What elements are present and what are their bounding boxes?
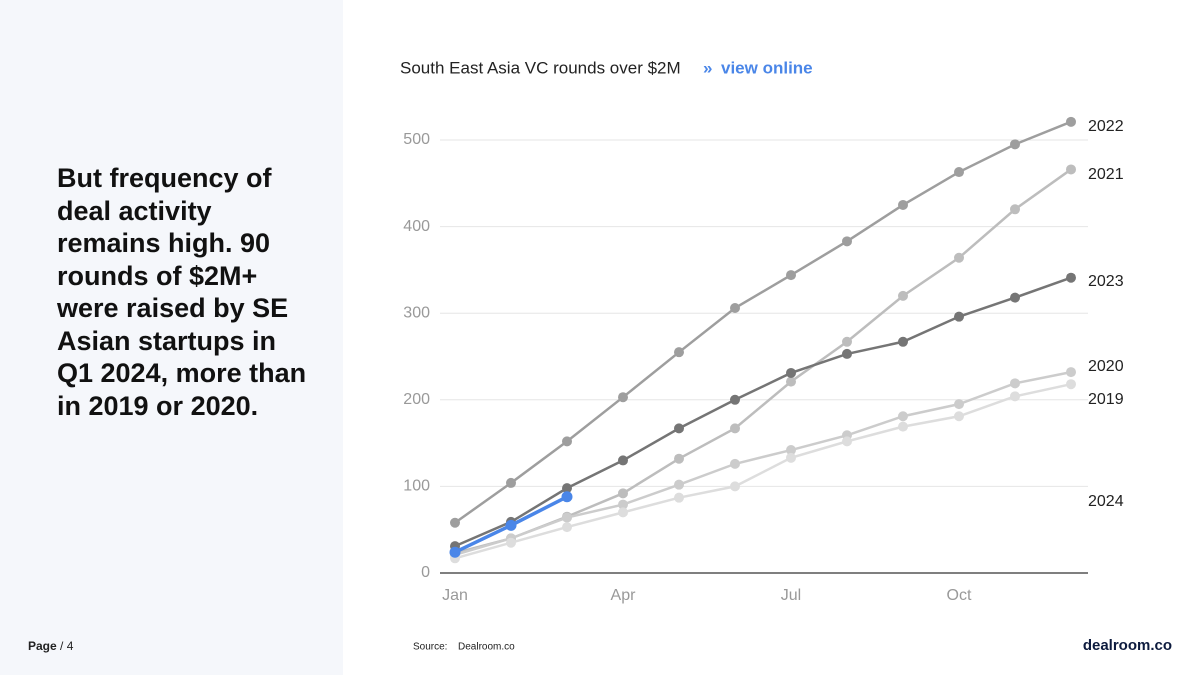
data-point [506,537,516,548]
data-point [786,445,796,456]
data-point [562,483,572,494]
data-point [730,303,740,314]
series-label: 2023 [1088,273,1124,290]
data-point [1010,391,1020,402]
y-tick-label: 100 [403,478,430,495]
data-point [618,455,628,466]
data-point [898,290,908,301]
data-point [898,421,908,432]
chart-title: South East Asia VC rounds over $2M [400,58,681,77]
data-point [1066,367,1076,378]
data-point [898,199,908,210]
data-point [562,436,572,447]
y-tick-label: 500 [403,131,430,148]
x-tick-label: Jan [442,587,468,604]
data-point [842,236,852,247]
data-point [1066,379,1076,390]
page-number: / 4 [60,639,74,653]
data-point [1066,164,1076,175]
series-line [454,120,1072,524]
y-tick-label: 0 [421,564,430,581]
slide-body: But frequency of deal activity remains h… [57,163,307,421]
source-label: Source: [413,642,447,653]
data-point [1010,378,1020,389]
data-point [954,411,964,422]
data-point [674,423,684,434]
x-tick-label: Apr [611,587,637,604]
data-point [730,481,740,492]
series-line [454,370,1072,557]
data-point [674,347,684,358]
y-tick-label: 200 [403,391,430,408]
data-point [449,546,461,558]
data-point [1010,204,1020,215]
series-label: 2021 [1088,166,1124,183]
data-point [505,519,517,531]
data-point [618,488,628,499]
data-point [450,517,460,528]
link-prefix: » [703,58,712,77]
data-point [954,167,964,178]
data-point [954,399,964,410]
data-point [1010,292,1020,303]
series-line [454,382,1072,560]
data-point [786,452,796,463]
data-point [786,367,796,378]
data-point [842,436,852,447]
series-label: 2019 [1088,391,1124,408]
data-point [618,499,628,510]
data-point [674,453,684,464]
data-point [1066,116,1076,127]
data-point [506,477,516,488]
series-label: 2022 [1088,118,1124,135]
source: Dealroom.co [458,642,515,653]
data-point [898,411,908,422]
data-point [1066,272,1076,283]
y-tick-label: 300 [403,304,430,321]
data-point [618,392,628,403]
data-point [730,458,740,469]
data-point [562,522,572,533]
y-tick-label: 400 [403,218,430,235]
series-label: 2020 [1088,358,1124,375]
data-point [674,479,684,490]
data-point [1010,139,1020,150]
data-point [842,348,852,359]
x-tick-label: Oct [947,587,972,604]
data-point [561,491,573,503]
data-point [954,252,964,263]
data-point [786,376,796,387]
data-point [674,492,684,503]
data-point [562,512,572,523]
page-indicator: Page / 4 [28,639,73,653]
logo: dealroom.co [1083,637,1172,654]
x-tick-label: Jul [781,587,801,604]
page-label: Page [28,639,57,653]
data-point [730,394,740,405]
view-online-link[interactable]: view online [721,58,813,77]
series-line [454,276,1072,548]
data-point [730,423,740,434]
data-point [618,507,628,518]
data-point [898,336,908,347]
data-point [954,311,964,322]
left-panel: But frequency of deal activity remains h… [0,0,343,675]
series-label: 2024 [1088,493,1124,510]
data-point [842,336,852,347]
data-point [786,270,796,281]
